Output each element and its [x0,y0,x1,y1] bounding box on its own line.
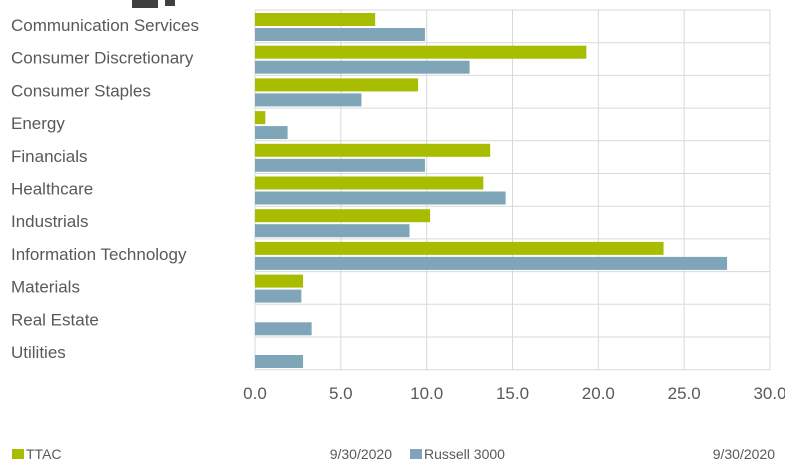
bar-russell-3000 [255,126,288,140]
legend-label: Russell 3000 [424,446,505,462]
bars [255,13,728,368]
bar-russell-3000 [255,355,304,368]
bar-ttac [255,111,266,125]
gridlines [254,9,771,371]
x-tick-label: 20.0 [582,384,615,403]
bar-ttac [255,209,431,223]
x-tick-label: 30.0 [753,384,785,403]
legend: TTAC 9/30/2020 Russell 3000 9/30/2020 [12,446,775,462]
bar-russell-3000 [255,224,410,238]
category-label: Energy [11,114,65,133]
x-tick-label: 10.0 [410,384,443,403]
bar-ttac [255,176,484,190]
category-label: Healthcare [11,180,93,199]
category-label: Industrials [11,212,88,231]
category-label: Communication Services [11,16,199,35]
title-fragment [132,0,175,8]
category-labels: Communication Services Consumer Discretio… [11,16,199,362]
x-tick-label: 25.0 [668,384,701,403]
legend-label: TTAC [26,446,62,462]
legend-date: 9/30/2020 [713,446,775,462]
x-tick-label: 0.0 [243,384,267,403]
bar-ttac [255,143,491,157]
x-tick-label: 15.0 [496,384,529,403]
category-label: Consumer Staples [11,81,151,100]
bar-russell-3000 [255,191,506,205]
legend-swatch [12,449,24,459]
legend-swatch [410,449,422,459]
category-label: Real Estate [11,310,99,329]
category-label: Financials [11,147,88,166]
bar-russell-3000 [255,289,302,303]
legend-date: 9/30/2020 [330,446,392,462]
bar-russell-3000 [255,322,312,336]
category-label: Utilities [11,343,66,362]
x-tick-label: 5.0 [329,384,353,403]
bar-russell-3000 [255,158,425,172]
x-axis-ticks: 0.0 5.0 10.0 15.0 20.0 25.0 30.0 [243,384,785,403]
bar-russell-3000 [255,93,362,107]
bar-russell-3000 [255,28,425,41]
category-label: Information Technology [11,245,187,264]
category-label: Consumer Discretionary [11,49,194,68]
bar-ttac [255,45,587,59]
bar-russell-3000 [255,60,470,74]
bar-russell-3000 [255,256,728,270]
bar-ttac [255,78,419,92]
bar-ttac [255,274,304,288]
category-label: Materials [11,278,80,297]
bar-ttac [255,241,664,255]
bar-ttac [255,13,376,26]
